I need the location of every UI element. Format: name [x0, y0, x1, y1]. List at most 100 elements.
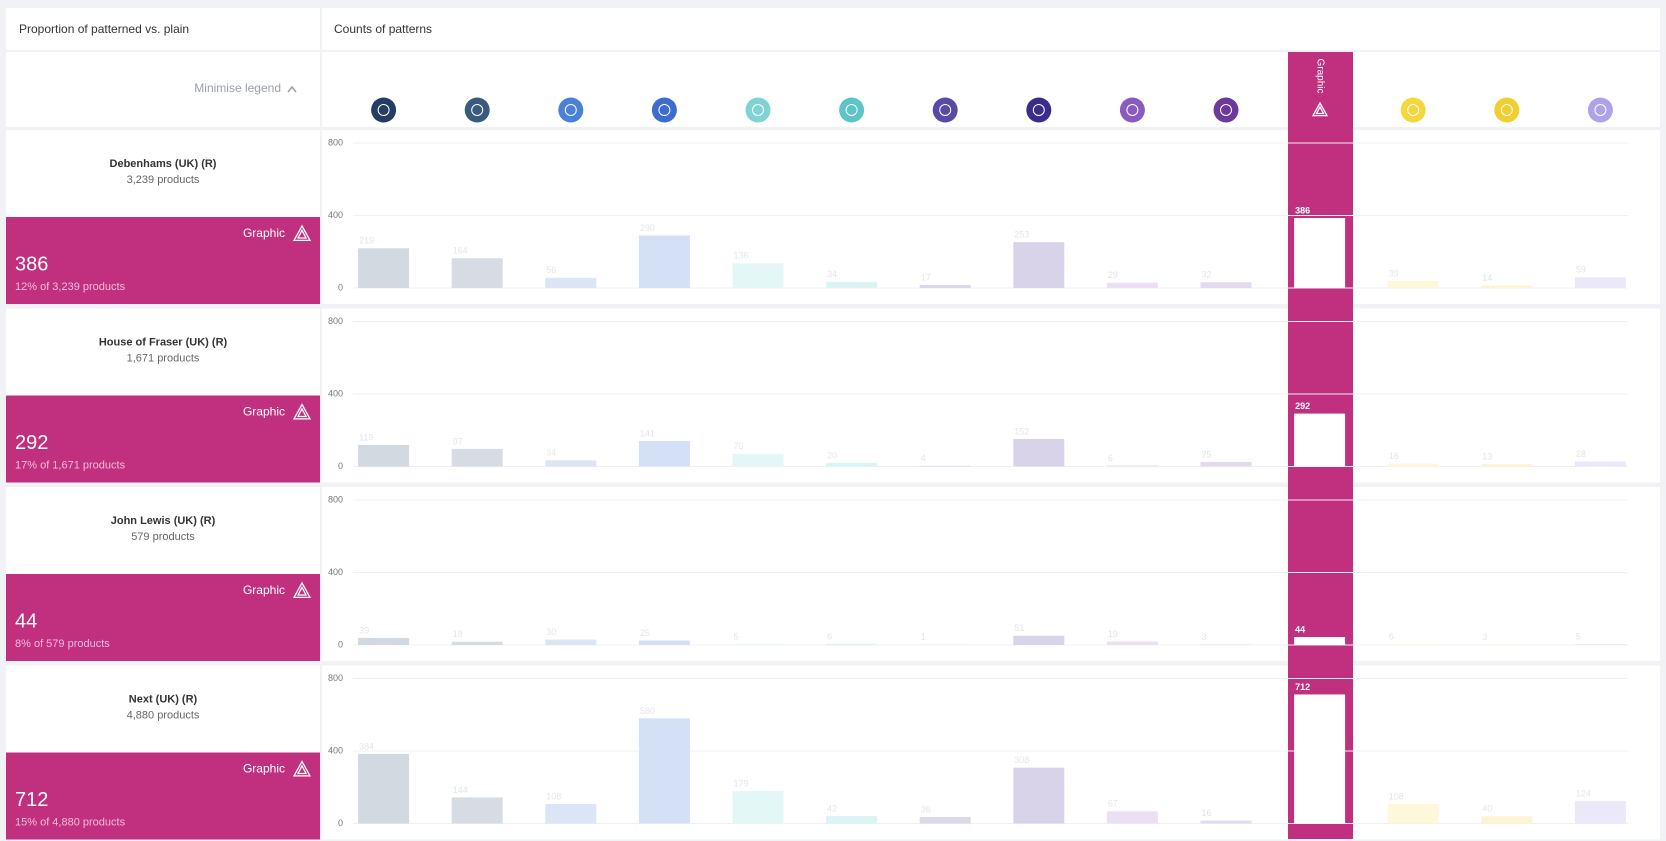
bar-value-label: 32	[1202, 270, 1212, 280]
bar-value-label: 29	[1108, 270, 1118, 280]
legend-icon	[651, 97, 677, 123]
bar	[638, 718, 690, 824]
bar-value-label: 108	[1389, 791, 1404, 801]
bar-value-label: 386	[1295, 205, 1310, 215]
y-tick-label: 800	[328, 137, 343, 147]
bar	[638, 440, 690, 467]
triangle-icon	[292, 581, 312, 599]
bar	[1574, 277, 1626, 288]
chevron-icon[interactable]	[287, 85, 297, 93]
y-tick-label: 800	[328, 673, 343, 683]
bar-value-label: 290	[640, 223, 655, 233]
y-tick-label: 800	[328, 316, 343, 326]
bar	[1387, 643, 1439, 645]
bar-value-label: 384	[359, 741, 374, 751]
bar	[451, 797, 503, 824]
bar-value-label: 3	[1482, 632, 1487, 642]
bar	[1013, 767, 1065, 824]
y-tick-label: 400	[328, 567, 343, 577]
y-tick-label: 0	[338, 818, 343, 828]
bar-value-label: 6	[827, 631, 832, 641]
bar-value-label: 44	[1295, 624, 1305, 634]
bar	[919, 465, 971, 467]
bar-value-label: 97	[453, 436, 463, 446]
highlight-panel	[6, 574, 320, 661]
bar	[1106, 282, 1158, 288]
bar-value-label: 152	[1014, 426, 1029, 436]
header-right-bg	[322, 8, 1660, 50]
bar-value-label: 580	[640, 706, 655, 716]
bar	[1387, 280, 1439, 288]
bar	[1387, 803, 1439, 824]
retailer-products: 3,239 products	[127, 174, 200, 186]
header-right: Counts of patterns	[334, 22, 432, 36]
bar-value-label: 19	[1108, 629, 1118, 639]
bar-value-label: 6	[1108, 453, 1113, 463]
bar-value-label: 308	[1014, 755, 1029, 765]
bar	[451, 641, 503, 645]
highlight-note: 8% of 579 products	[15, 638, 110, 650]
row-right-bg	[322, 665, 1660, 840]
bar-value-label: 25	[640, 628, 650, 638]
bar-value-label: 67	[1108, 799, 1118, 809]
triangle-icon	[292, 403, 312, 420]
legend-left-bg	[6, 52, 320, 127]
bar	[1481, 464, 1533, 467]
bar-value-label: 40	[1482, 804, 1492, 814]
highlight-bar	[1294, 637, 1346, 645]
bar-value-label: 25	[1202, 449, 1212, 459]
bar	[638, 640, 690, 645]
legend-icon	[932, 97, 958, 123]
y-tick-label: 400	[328, 210, 343, 220]
legend-icon-glyph	[471, 104, 484, 116]
bar-value-label: 179	[734, 778, 749, 788]
bar	[732, 791, 784, 824]
header-left: Proportion of patterned vs. plain	[19, 22, 189, 36]
legend-icon-glyph	[377, 104, 390, 116]
highlight-panel-label: Graphic	[243, 762, 285, 776]
legend-icon	[745, 97, 771, 123]
legend-icon-glyph	[939, 104, 952, 116]
retailer-products: 579 products	[131, 531, 195, 543]
y-tick-label: 0	[338, 282, 343, 292]
bar	[1200, 461, 1252, 467]
legend-icon-glyph	[1500, 104, 1513, 116]
bar	[1200, 282, 1252, 288]
triangle-icon	[1311, 101, 1329, 117]
highlight-value: 44	[15, 610, 37, 632]
bar-value-label: 136	[734, 251, 749, 261]
bar	[1387, 463, 1439, 467]
bar-value-label: 39	[359, 625, 369, 635]
bar	[1574, 461, 1626, 467]
bar-value-label: 712	[1295, 682, 1310, 692]
retailer-products: 1,671 products	[127, 352, 200, 364]
highlight-panel	[6, 217, 320, 304]
highlight-bar	[1294, 218, 1346, 288]
bar	[545, 277, 597, 288]
bar-value-label: 5	[1576, 631, 1581, 641]
bar	[451, 258, 503, 288]
minimise-legend[interactable]: Minimise legend	[194, 81, 281, 95]
header-left-bg	[6, 8, 320, 50]
bar	[919, 284, 971, 288]
bar	[1574, 801, 1626, 824]
bar-value-label: 36	[921, 804, 931, 814]
bar	[545, 639, 597, 645]
highlight-value: 292	[15, 432, 48, 454]
legend-icon	[1494, 97, 1520, 123]
bar-value-label: 141	[640, 428, 655, 438]
retailer-products: 4,880 products	[127, 709, 200, 721]
bar-value-label: 18	[453, 629, 463, 639]
highlight-note: 17% of 1,671 products	[15, 459, 126, 471]
bar	[1481, 285, 1533, 288]
bar	[358, 753, 410, 824]
bar	[451, 448, 503, 467]
bar	[732, 453, 784, 467]
legend-icon	[1119, 97, 1145, 123]
legend-icon-glyph	[564, 104, 577, 116]
y-tick-label: 0	[338, 639, 343, 649]
bar-value-label: 5	[734, 631, 739, 641]
bar	[1013, 635, 1065, 645]
legend-icon-glyph	[1407, 104, 1420, 116]
